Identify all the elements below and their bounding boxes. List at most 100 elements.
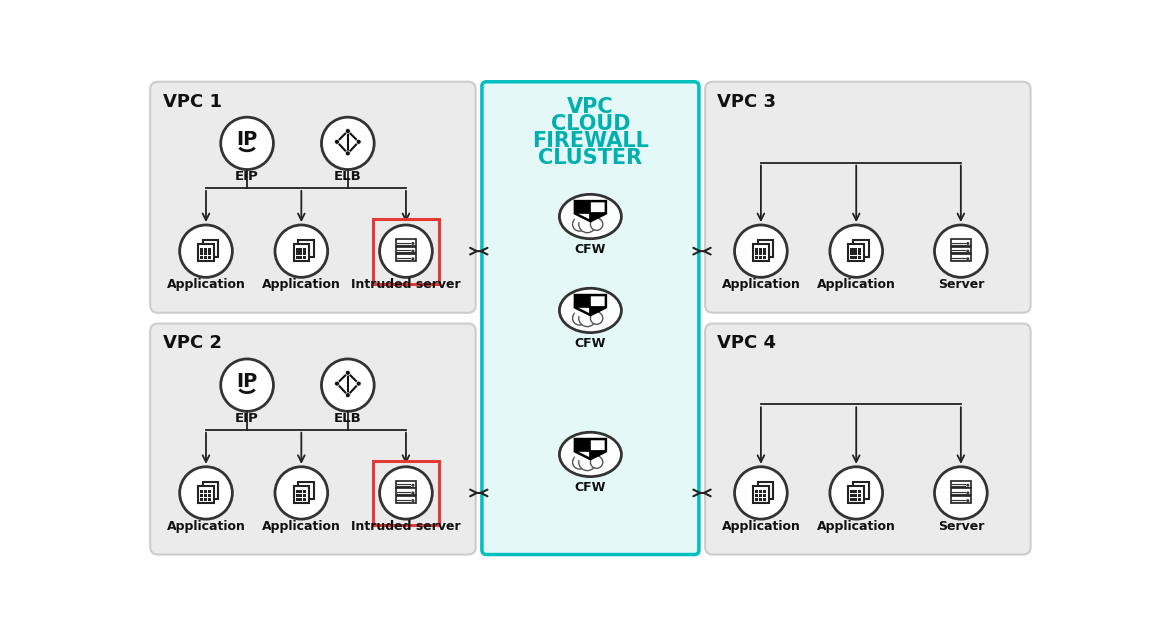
Bar [858,494,862,497]
Bar [849,486,864,503]
Text: CFW: CFW [575,338,606,350]
Circle shape [578,215,596,232]
Bar [396,239,416,246]
Text: VPC 1: VPC 1 [162,93,221,110]
Bar [204,256,207,260]
Circle shape [590,312,602,324]
Ellipse shape [934,225,987,277]
Bar [396,246,416,253]
Text: ELB: ELB [334,412,362,425]
Bar [850,248,854,251]
Circle shape [346,151,350,156]
Bar [294,486,309,503]
Ellipse shape [829,467,882,519]
Text: Server: Server [938,278,984,291]
Ellipse shape [560,432,621,477]
Bar [755,248,758,251]
Text: VPC 3: VPC 3 [718,93,776,110]
Polygon shape [590,451,606,459]
Text: EIP: EIP [235,170,259,183]
Bar [755,253,758,255]
Text: Application: Application [817,278,895,291]
Bar [296,256,298,260]
Bar [763,490,766,493]
Bar [296,248,298,251]
Bar [296,253,298,255]
Polygon shape [575,439,590,451]
Bar [303,494,306,497]
Ellipse shape [275,225,327,277]
Bar [209,248,211,251]
Bar [858,248,862,251]
Polygon shape [575,201,590,214]
Bar [950,481,971,488]
Bar [300,490,303,493]
Bar [203,482,219,499]
Bar [759,253,763,255]
Polygon shape [590,307,606,315]
Bar [855,253,857,255]
Bar [300,253,303,255]
Text: VPC 2: VPC 2 [162,335,221,352]
Text: CLOUD: CLOUD [551,114,630,134]
Circle shape [573,217,586,231]
Bar [298,241,313,257]
Circle shape [967,499,969,502]
Text: IP: IP [236,130,258,149]
Text: Application: Application [721,520,801,532]
Bar [850,490,854,493]
Bar [300,248,303,251]
Circle shape [967,249,969,253]
Polygon shape [575,451,590,459]
Ellipse shape [560,194,621,239]
Circle shape [411,242,415,245]
Bar [303,253,306,255]
Bar [209,498,211,501]
FancyBboxPatch shape [482,82,699,554]
Ellipse shape [321,117,374,169]
Bar [198,486,214,503]
Bar [373,461,439,525]
Bar [950,496,971,503]
Ellipse shape [560,289,621,333]
Bar [203,241,219,257]
Ellipse shape [380,467,432,519]
Circle shape [356,139,362,144]
Bar [855,490,857,493]
Polygon shape [590,214,606,221]
Bar [373,219,439,284]
Bar [200,498,203,501]
Polygon shape [590,439,606,451]
Bar [850,256,854,260]
Text: ELB: ELB [334,170,362,183]
Ellipse shape [180,467,233,519]
Circle shape [590,456,602,468]
Bar [855,494,857,497]
Bar [296,490,298,493]
Bar [758,482,773,499]
Circle shape [411,491,415,495]
Bar [204,498,207,501]
Bar [303,498,306,501]
Bar [858,490,862,493]
Bar [204,253,207,255]
Bar [950,239,971,246]
Bar [755,256,758,260]
Bar [303,248,306,251]
Ellipse shape [380,225,432,277]
Bar [849,244,864,261]
Circle shape [578,454,596,471]
Bar [300,498,303,501]
Text: Intruded server: Intruded server [351,520,461,532]
Text: CLUSTER: CLUSTER [538,148,643,168]
Circle shape [411,499,415,502]
Text: Application: Application [262,520,341,532]
Circle shape [346,129,350,134]
Ellipse shape [321,359,374,411]
Bar [296,494,298,497]
Bar [763,494,766,497]
FancyBboxPatch shape [705,82,1031,312]
Bar [855,248,857,251]
Polygon shape [590,201,606,214]
Ellipse shape [735,467,787,519]
